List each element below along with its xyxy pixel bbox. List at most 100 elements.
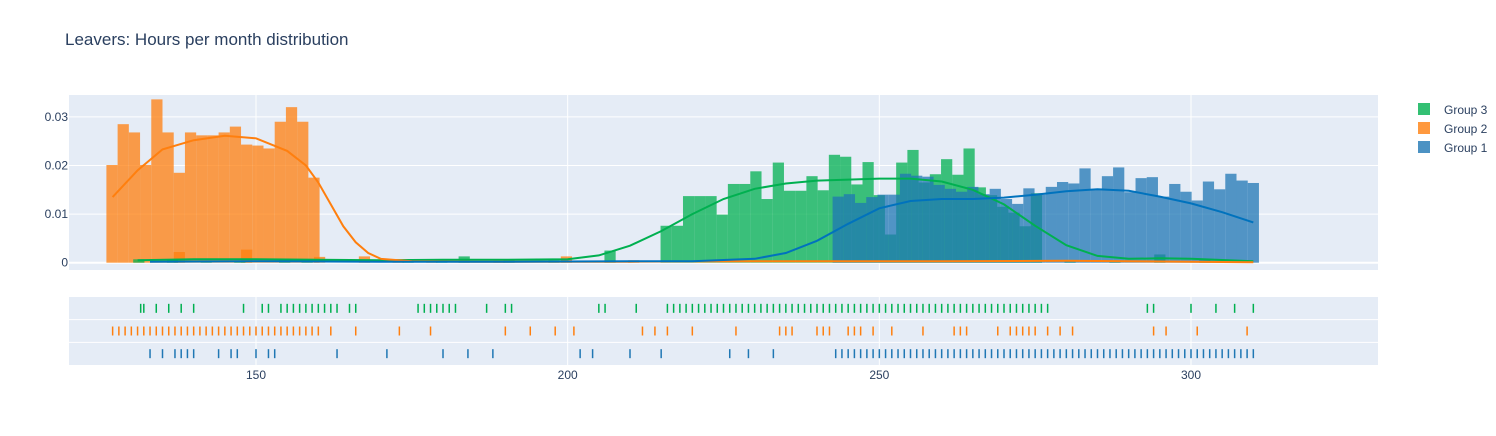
legend-label: Group 1 — [1444, 141, 1488, 155]
histogram-bar — [252, 145, 264, 263]
histogram-bar — [1023, 188, 1035, 263]
histogram-bar — [218, 132, 230, 263]
y-axis-tick-labels: 0 0.01 0.02 0.03 — [45, 110, 69, 270]
histogram-bar — [922, 176, 934, 263]
histogram-bar — [761, 199, 773, 263]
histogram-bar — [128, 132, 141, 263]
histogram-bar — [1000, 199, 1013, 263]
histogram-bar — [817, 190, 829, 263]
histogram-bar — [151, 99, 163, 263]
histogram-bar — [1068, 183, 1080, 263]
histogram-bar — [705, 196, 717, 263]
histogram-bar — [196, 135, 208, 263]
kde-line — [149, 188, 1254, 263]
x-tick-label: 200 — [558, 368, 578, 382]
histogram-bar — [1169, 183, 1181, 263]
histogram-bar — [1157, 196, 1170, 263]
legend-swatch — [1418, 141, 1430, 153]
histogram-bar — [1180, 191, 1192, 263]
histogram-bar — [694, 196, 706, 263]
y-tick-label: 0.03 — [45, 110, 69, 124]
histogram-bar — [207, 135, 219, 263]
legend-label: Group 3 — [1444, 103, 1488, 117]
histogram-bar — [750, 171, 762, 263]
y-tick-label: 0 — [61, 256, 68, 270]
histogram-bar — [117, 124, 129, 263]
histogram-bar — [888, 194, 900, 263]
histogram-bar — [274, 121, 286, 263]
histogram-bar — [1045, 186, 1057, 263]
histogram-bar — [285, 107, 298, 263]
histogram-bar — [1146, 177, 1158, 263]
histogram-bar — [772, 162, 784, 263]
y-tick-label: 0.02 — [45, 158, 69, 172]
histogram-bar — [727, 183, 740, 263]
legend-swatch — [1418, 103, 1430, 115]
histogram-bar — [855, 202, 867, 263]
histogram-bar — [1113, 167, 1125, 263]
histogram-bar — [297, 121, 309, 263]
legend-swatch — [1418, 122, 1430, 134]
histogram-bar — [806, 176, 818, 263]
histogram-bar — [241, 249, 253, 263]
histogram-bar — [184, 132, 197, 263]
histogram-bar — [1056, 182, 1069, 263]
histogram-bar — [263, 148, 275, 263]
histogram-bar — [866, 197, 878, 263]
legend: Group 3 Group 2 Group 1 — [1418, 103, 1488, 155]
histogram-bar — [956, 191, 968, 263]
histogram-bar — [899, 173, 912, 263]
legend-label: Group 2 — [1444, 122, 1488, 136]
histogram-bar — [877, 194, 889, 263]
histogram-bar — [1135, 178, 1147, 263]
histogram-bar — [604, 250, 616, 263]
histogram-bar — [671, 225, 683, 263]
histogram-bar — [241, 144, 253, 263]
histogram-bar — [843, 194, 856, 263]
histogram-bar — [1236, 180, 1248, 263]
legend-item-group-1[interactable]: Group 1 — [1418, 141, 1488, 155]
histogram-bar — [660, 225, 672, 263]
x-tick-label: 150 — [246, 368, 266, 382]
histogram-bar — [1225, 173, 1237, 263]
histogram-bar — [106, 165, 118, 263]
histogram-bar — [140, 165, 152, 263]
histogram-bar — [739, 183, 751, 263]
histogram-bar — [1101, 176, 1114, 263]
histogram-bar — [173, 252, 185, 263]
kde-line — [111, 134, 1254, 264]
histogram-bar — [716, 214, 728, 263]
histogram-bar — [944, 188, 957, 263]
histogram-bar — [967, 186, 979, 263]
chart-title: Leavers: Hours per month distribution — [65, 30, 348, 49]
histogram-bar — [1214, 189, 1226, 263]
histogram-bar — [1247, 182, 1259, 263]
histogram-bar — [162, 132, 174, 263]
histogram-bar — [989, 188, 1001, 263]
histogram-bar — [978, 194, 990, 263]
histogram-bar — [1090, 189, 1102, 263]
x-tick-label: 300 — [1181, 368, 1201, 382]
x-axis-tick-labels: 150 200 250 300 — [246, 368, 1201, 382]
histogram-bar — [1191, 200, 1203, 263]
legend-item-group-2[interactable]: Group 2 — [1418, 122, 1488, 136]
histogram-bar — [795, 190, 807, 263]
kde-line — [137, 177, 1254, 263]
legend-item-group-3[interactable]: Group 3 — [1418, 103, 1488, 117]
histogram-bar — [308, 177, 320, 263]
histogram-bar — [229, 126, 242, 263]
histogram-bar — [1079, 168, 1091, 263]
kde-curves — [111, 134, 1254, 264]
y-tick-label: 0.01 — [45, 207, 69, 221]
histogram-bar — [783, 190, 796, 263]
histogram-bar — [173, 172, 185, 263]
histogram-bar — [682, 196, 695, 263]
histogram-bar — [1124, 192, 1136, 263]
histogram-bar — [1202, 181, 1215, 263]
rug-marks — [111, 303, 1255, 359]
histogram-bar — [911, 175, 923, 263]
histogram-bar — [933, 184, 945, 263]
x-tick-label: 250 — [869, 368, 889, 382]
